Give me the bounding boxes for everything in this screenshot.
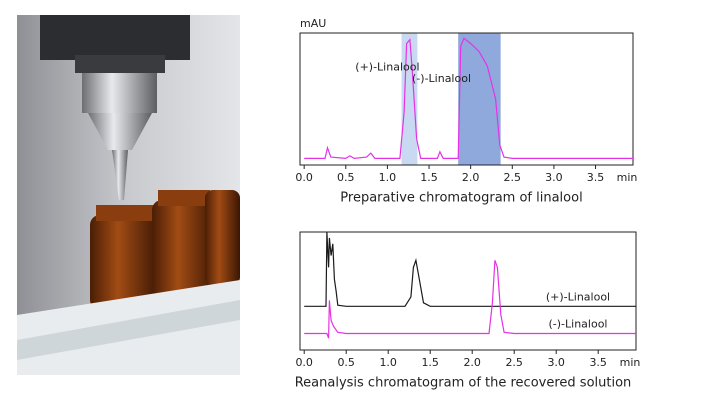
x-axis-label: min [620, 356, 641, 369]
x-tick-label: 3.5 [587, 171, 605, 184]
chart-title: Reanalysis chromatogram of the recovered… [295, 376, 632, 391]
x-tick-label: 2.5 [505, 356, 523, 369]
chromatogram-line [304, 37, 633, 160]
peak-annotation: (+)-Linalool [355, 61, 419, 74]
peak-annotation: (-)-Linalool [412, 72, 471, 85]
photo [17, 15, 240, 375]
fraction-band [458, 33, 501, 165]
x-tick-label: 0.0 [295, 356, 313, 369]
x-tick-label: 2.5 [504, 171, 522, 184]
chromatogram-line [304, 231, 636, 307]
x-tick-label: 0.5 [337, 356, 355, 369]
x-tick-label: 1.0 [379, 356, 397, 369]
legend-label: (+)-Linalool [546, 290, 610, 303]
x-tick-label: 2.0 [463, 356, 481, 369]
charts: 0.0 0.5 1.0 1.5 2.0 2.5 3.0 3.5 min mAU Preparativ… [295, 17, 641, 391]
x-tick-label: 1.5 [420, 171, 438, 184]
x-tick-label: 3.0 [545, 171, 563, 184]
chromatogram-line [304, 260, 636, 339]
x-tick-label: 0.0 [295, 171, 313, 184]
y-axis-label: mAU [300, 17, 326, 30]
x-tick-label: 3.5 [589, 356, 607, 369]
x-tick-label: 2.0 [462, 171, 480, 184]
fraction-band [401, 33, 418, 165]
legend-label: (-)-Linalool [549, 317, 608, 330]
chart-title: Preparative chromatogram of linalool [340, 191, 582, 206]
x-tick-label: 0.5 [337, 171, 355, 184]
plot-frame [299, 231, 637, 351]
x-tick-label: 3.0 [547, 356, 565, 369]
plot-frame [299, 32, 634, 166]
x-axis-label: min [617, 171, 638, 184]
x-tick-label: 1.0 [379, 171, 397, 184]
x-tick-label: 1.5 [421, 356, 439, 369]
